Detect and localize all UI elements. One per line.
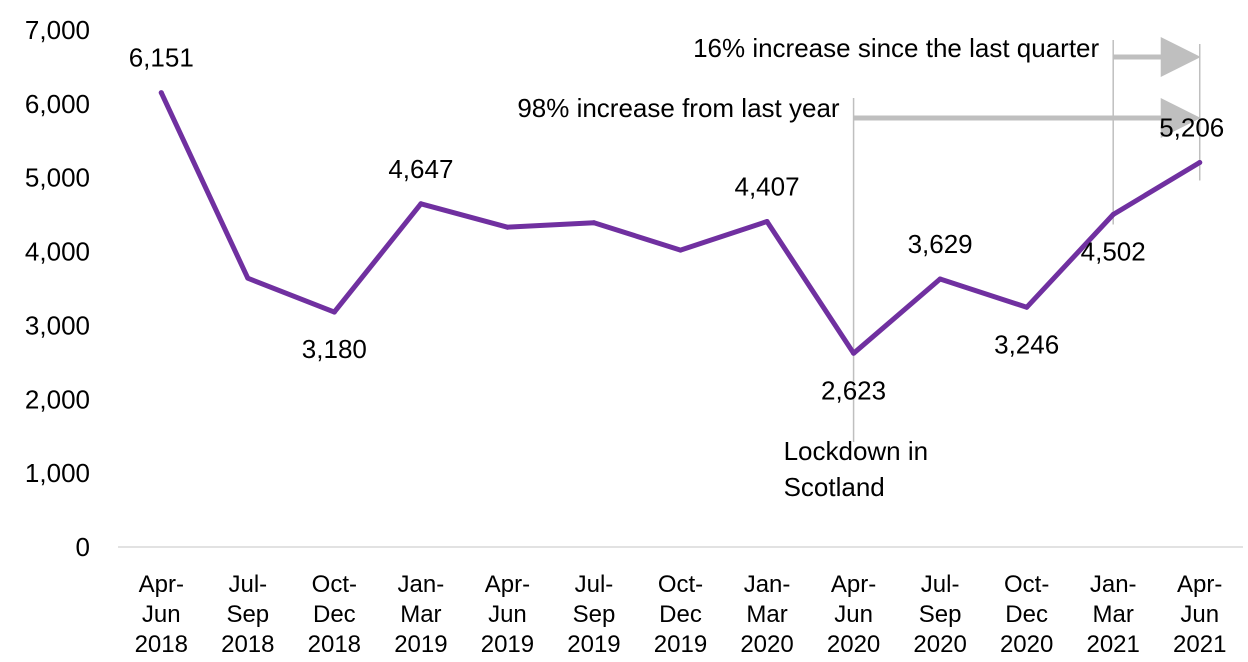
data-label: 2,623 xyxy=(821,375,886,405)
data-label: 5,206 xyxy=(1159,112,1224,142)
y-tick-label: 4,000 xyxy=(25,237,90,267)
x-tick-label: Oct-Dec 2020 xyxy=(1000,571,1053,658)
data-point xyxy=(1197,159,1203,165)
x-tick-label: Oct-Dec 2019 xyxy=(654,571,707,658)
y-tick-label: 7,000 xyxy=(25,15,90,45)
data-labels: 6,151 3,180 4,647 4,407 2,623 3,629 3,246 4,502… xyxy=(129,43,1225,406)
x-tick-label: Jan-Mar 2020 xyxy=(740,571,793,658)
annotation-lockdown: Lockdown in Scotland xyxy=(784,436,929,502)
data-point xyxy=(764,219,770,225)
data-point xyxy=(851,350,857,356)
annotations: 16% increase since the last quarter 98% i… xyxy=(517,33,1201,502)
data-label: 6,151 xyxy=(129,43,194,73)
y-tick-label: 1,000 xyxy=(25,458,90,488)
data-point xyxy=(331,309,337,315)
y-axis: 0 1,000 2,000 3,000 4,000 5,000 6,000 7,000 xyxy=(25,15,90,562)
data-label: 3,180 xyxy=(302,334,367,364)
y-tick-label: 5,000 xyxy=(25,163,90,193)
data-point xyxy=(937,276,943,282)
data-point xyxy=(678,247,683,253)
series xyxy=(158,90,1203,356)
x-tick-label: Jul-Sep 2018 xyxy=(221,571,274,658)
x-tick-label: Apr-Jun 2018 xyxy=(135,571,188,658)
series-line xyxy=(158,90,1203,356)
data-label: 4,407 xyxy=(734,172,799,202)
x-tick-label: Jan-Mar 2019 xyxy=(394,571,447,658)
data-label: 4,502 xyxy=(1081,236,1146,266)
x-tick-label: Apr-Jun 2020 xyxy=(827,571,880,658)
y-tick-label: 3,000 xyxy=(25,310,90,340)
x-tick-label: Apr-Jun 2021 xyxy=(1173,571,1226,658)
data-point xyxy=(245,275,251,281)
x-tick-label: Oct-Dec 2018 xyxy=(308,571,361,658)
data-point xyxy=(418,201,424,207)
data-point xyxy=(504,224,510,230)
y-tick-label: 2,000 xyxy=(25,384,90,414)
data-point xyxy=(1024,304,1030,310)
x-axis: Apr-Jun 2018 Jul-Sep 2018 Oct-Dec 2018 Jan-Mar… xyxy=(118,546,1243,658)
data-point xyxy=(158,90,164,96)
data-label: 3,629 xyxy=(908,229,973,259)
data-label: 3,246 xyxy=(994,329,1059,359)
x-tick-label: Jul-Sep 2020 xyxy=(913,571,966,658)
annotation-quarter-increase: 16% increase since the last quarter xyxy=(693,33,1099,63)
x-tick-label: Jul-Sep 2019 xyxy=(567,571,620,658)
data-label: 4,647 xyxy=(388,154,453,184)
data-point xyxy=(591,220,597,226)
x-tick-label: Apr-Jun 2019 xyxy=(481,571,534,658)
y-tick-label: 0 xyxy=(76,532,90,562)
x-tick-label: Jan-Mar 2021 xyxy=(1086,571,1139,658)
data-point xyxy=(1110,211,1116,217)
annotation-year-increase: 98% increase from last year xyxy=(517,93,840,123)
y-tick-label: 6,000 xyxy=(25,89,90,119)
